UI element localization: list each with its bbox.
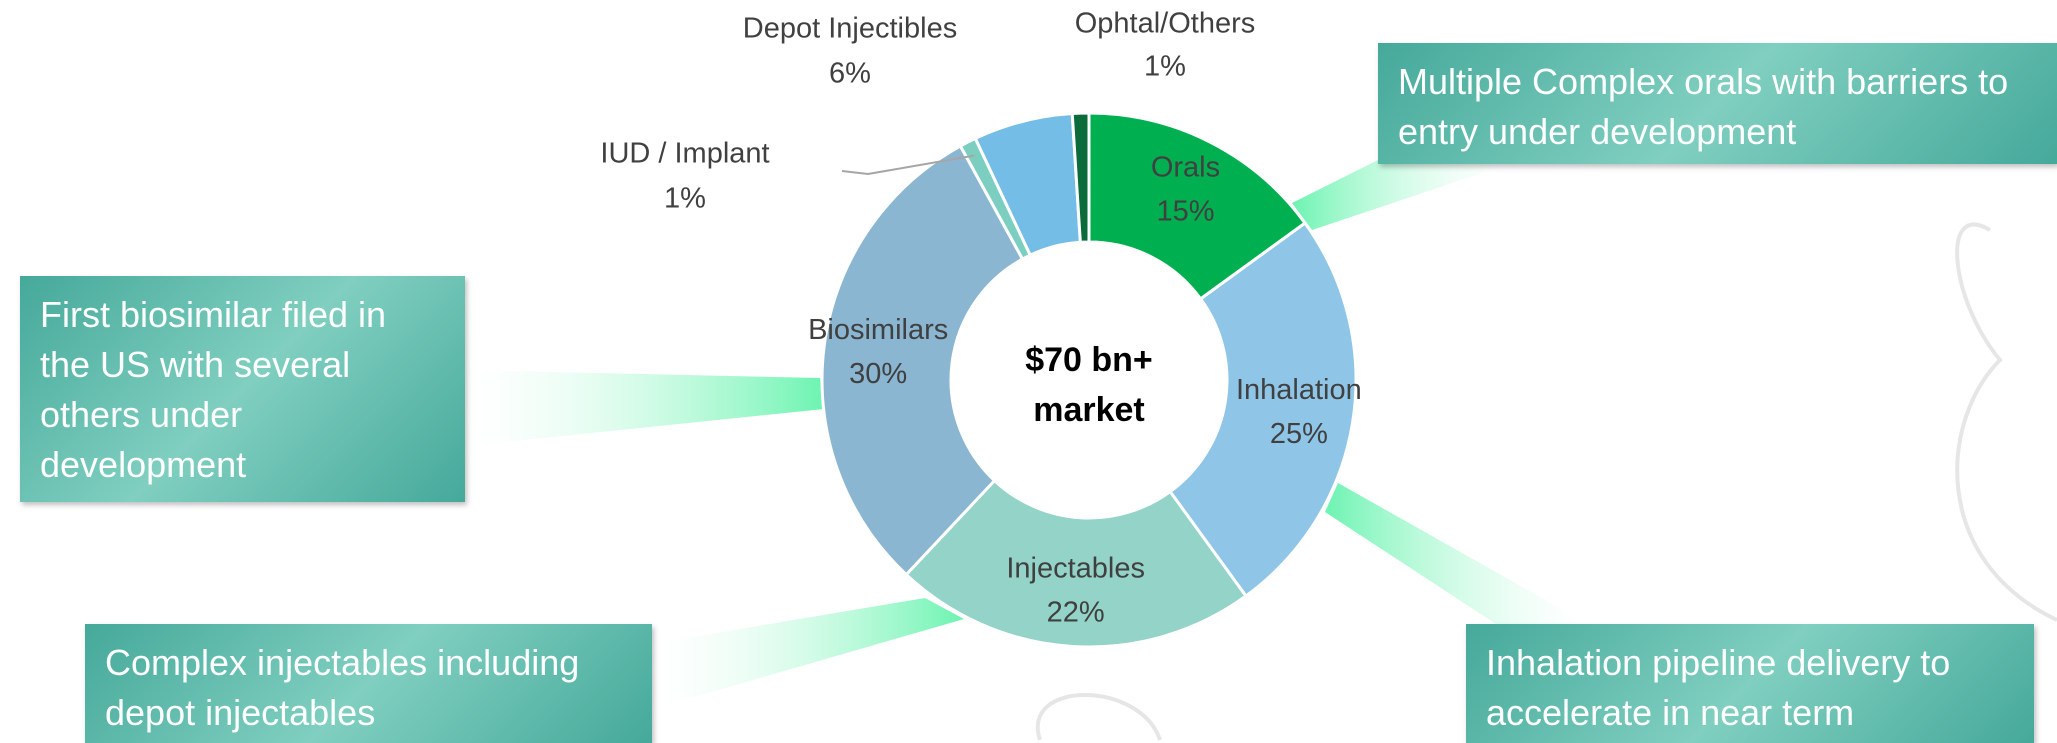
callout: Inhalation pipeline delivery to accelera… bbox=[1466, 624, 2034, 743]
slice-value: 25% bbox=[1270, 418, 1328, 450]
decoration bbox=[1955, 222, 2057, 622]
callout-pointer bbox=[656, 598, 964, 708]
slice-value: 22% bbox=[1047, 597, 1105, 629]
callout: First biosimilar filed in the US with se… bbox=[20, 276, 465, 502]
slice-label: IUD / Implant bbox=[600, 138, 769, 170]
callout-pointer bbox=[466, 370, 824, 446]
leader-line bbox=[841, 154, 975, 176]
callout: Multiple Complex orals with barriers to … bbox=[1378, 43, 2057, 164]
slice-value: 15% bbox=[1156, 195, 1214, 227]
slice-label: Ophtal/Others bbox=[1075, 8, 1256, 40]
center-label: market bbox=[1033, 391, 1145, 429]
donut-slice bbox=[904, 478, 1249, 649]
slice-label: Inhalation bbox=[1236, 374, 1362, 406]
slice-value: 1% bbox=[664, 183, 706, 215]
slice-label: Injectables bbox=[1006, 553, 1145, 585]
donut-slice bbox=[820, 143, 1025, 577]
callout-pointer bbox=[1292, 160, 1509, 230]
donut-slice bbox=[1070, 111, 1091, 244]
decoration bbox=[1035, 693, 1162, 741]
slice-label: Depot Injectibles bbox=[743, 13, 957, 45]
slice-value: 1% bbox=[1144, 51, 1186, 83]
center-label: $70 bn+ bbox=[1025, 341, 1153, 379]
donut-slice bbox=[1087, 111, 1308, 301]
slice-label: Biosimilars bbox=[808, 314, 948, 346]
donut-slice bbox=[1168, 220, 1358, 599]
slice-value: 30% bbox=[849, 358, 907, 390]
slice-value: 6% bbox=[829, 58, 871, 90]
slice-label: Orals bbox=[1151, 151, 1220, 183]
callout-pointer bbox=[1325, 483, 1588, 624]
callout: Complex injectables including depot inje… bbox=[85, 624, 652, 743]
